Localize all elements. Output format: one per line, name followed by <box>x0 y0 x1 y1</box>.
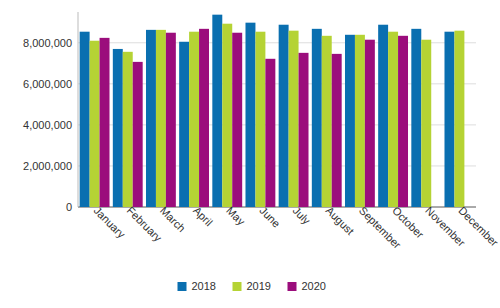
bar <box>123 52 133 207</box>
bar <box>322 36 332 207</box>
bar <box>100 38 110 207</box>
bar <box>421 40 431 207</box>
x-tick-label: April <box>191 204 215 228</box>
bars <box>80 15 465 207</box>
legend-swatch <box>178 282 187 291</box>
legend-label: 2018 <box>192 280 216 292</box>
bar <box>255 32 265 207</box>
bar <box>444 32 454 207</box>
bar <box>222 24 232 207</box>
x-tick-label: August <box>324 204 357 237</box>
chart: 0 2,000,000 4,000,000 6,000,000 8,000,000 Jan… <box>0 0 500 308</box>
x-tick-label: June <box>257 204 282 229</box>
bar <box>355 35 365 207</box>
bar <box>80 32 90 207</box>
bar <box>454 31 464 207</box>
y-axis <box>78 12 79 207</box>
bar <box>245 23 255 207</box>
legend-swatch <box>233 282 242 291</box>
bar <box>265 59 275 207</box>
x-tick-label: December <box>456 204 500 249</box>
bar <box>289 31 299 207</box>
legend-swatch <box>288 282 297 291</box>
bar <box>279 25 289 207</box>
bar <box>398 36 408 207</box>
bar <box>166 33 176 207</box>
x-tick-label: July <box>291 204 314 227</box>
x-tick-label: May <box>224 204 248 228</box>
x-tick-label: February <box>125 204 165 244</box>
bar <box>378 25 388 207</box>
bar <box>189 32 199 207</box>
bar <box>345 35 355 207</box>
bar <box>365 40 375 207</box>
x-tick-label: March <box>158 204 188 234</box>
y-tick-label: 0 <box>66 201 72 213</box>
legend-label: 2019 <box>247 280 271 292</box>
bar <box>299 53 309 207</box>
bar <box>232 33 242 207</box>
y-tick-label: 2,000,000 <box>23 160 72 172</box>
y-tick-label: 8,000,000 <box>23 37 72 49</box>
bar <box>388 32 398 207</box>
bar <box>133 62 143 207</box>
y-tick-label: 4,000,000 <box>23 119 72 131</box>
bar <box>332 54 342 207</box>
x-tick-label: October <box>390 204 426 240</box>
bar <box>146 30 156 207</box>
bar <box>212 15 222 207</box>
bar <box>411 29 421 207</box>
bar <box>113 49 123 207</box>
bar <box>90 41 100 207</box>
bar <box>199 29 209 207</box>
y-tick-label: 6,000,000 <box>23 78 72 90</box>
legend-label: 2020 <box>302 280 326 292</box>
x-tick-label: January <box>92 204 129 241</box>
bar <box>312 29 322 207</box>
bar <box>179 42 189 207</box>
bar <box>156 30 166 207</box>
